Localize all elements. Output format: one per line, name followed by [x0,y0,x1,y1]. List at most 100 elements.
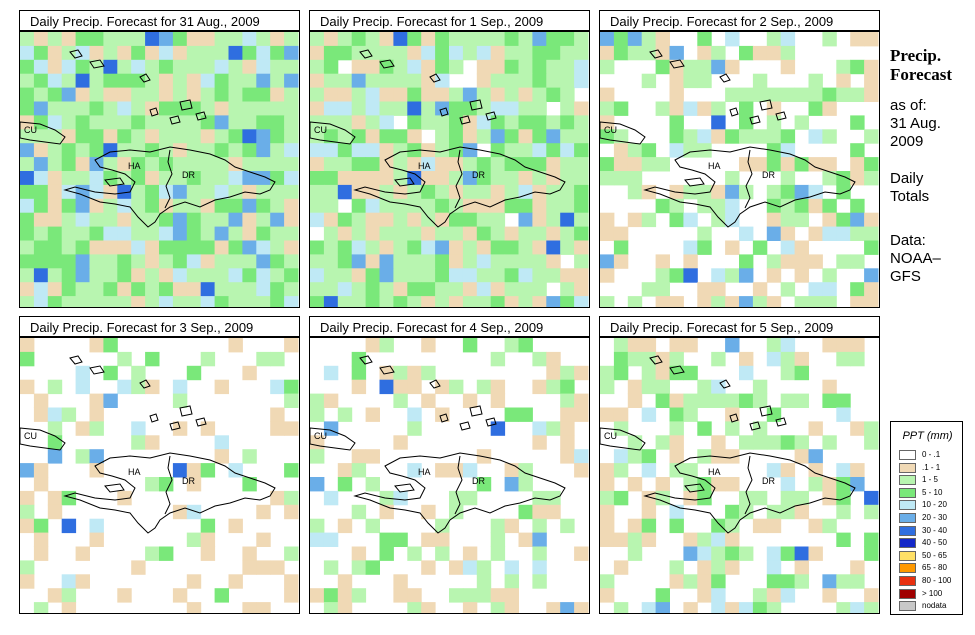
precip-cell [351,268,367,283]
precip-cell [560,393,575,408]
precip-cell [822,393,837,408]
precip-cell [33,212,49,228]
precip-cell [476,171,492,186]
precip-cell [61,518,77,534]
precip-cell [186,212,202,228]
precip-cell [256,198,271,214]
precip-cell [242,198,257,214]
precip-cell [462,338,478,353]
precip-cell [214,184,229,200]
precip-cell [117,73,132,89]
precip-cell [337,184,353,200]
precip-cell [200,101,216,116]
precip-cell [379,296,394,307]
precip-cell [284,115,299,130]
precip-cell [697,477,712,492]
island-outline [429,379,441,389]
precip-cell [574,184,589,200]
precip-cell [711,129,726,144]
precip-cell [752,490,768,506]
precip-cell [476,560,492,575]
precip-cell [560,101,575,116]
precip-cell [532,268,547,283]
precip-cell [600,504,615,520]
precip-cell [103,282,118,297]
precip-cell [20,254,35,269]
precip-cell [284,59,299,75]
panel-title: Daily Precip. Forecast for 31 Aug., 2009 [19,10,300,31]
precip-cell [284,490,299,506]
precip-cell [532,518,547,534]
haiti-label: HA [418,467,431,477]
precip-cell [864,157,879,172]
precip-cell [560,435,575,450]
precip-cell [697,421,712,436]
precip-cell [242,546,257,561]
precip-cell [560,198,575,214]
precip-cell [270,198,285,214]
precip-cell [172,32,188,47]
precip-cell [61,45,77,61]
precip-cell [421,282,436,297]
precip-cell [725,504,740,520]
island-outline [749,115,761,125]
precip-cell [186,463,202,478]
precip-cell [766,101,782,116]
precip-cell [822,588,837,603]
precip-cell [574,393,589,408]
daily-line1: Daily [890,170,924,187]
precip-cell [284,463,299,478]
precip-cell [669,560,684,575]
precip-cell [407,73,422,89]
precip-cell [627,32,643,47]
precip-cell [103,198,118,214]
precip-cell [20,240,35,255]
precip-cell [739,184,754,200]
precip-cell [270,143,285,158]
legend-label: 40 - 50 [922,538,947,548]
precip-cell [600,518,615,534]
precip-cell [421,212,436,228]
precip-cell [421,101,436,116]
precip-cell [47,268,63,283]
precip-cell [379,101,394,116]
precip-cell [337,226,353,241]
precip-cell [47,226,63,241]
cuba-label: CU [24,125,37,135]
precip-cell [228,198,243,214]
precip-cell [462,240,478,255]
precip-cell [200,45,216,61]
precip-cell [242,449,257,464]
precip-cell [490,143,506,158]
precip-cell [33,45,49,61]
precip-cell [462,546,478,561]
precip-cell [172,463,188,478]
precip-cell [20,157,35,172]
precip-cell [669,435,684,450]
precip-cell [75,129,90,144]
precip-cell [47,449,63,464]
precip-cell [214,226,229,241]
precip-cell [270,59,285,75]
precip-cell [228,157,243,172]
precip-cell [200,518,216,534]
precip-cell [159,87,174,102]
precip-cell [476,379,492,395]
precip-cell [47,171,63,186]
precip-cell [103,338,118,353]
precip-cell [214,296,229,307]
precip-cell [186,115,202,130]
precip-cell [546,198,561,214]
precip-cell [711,45,726,61]
precip-cell [683,602,698,613]
precip-cell [822,490,837,506]
precip-cell [256,282,271,297]
precip-cell [20,59,35,75]
precip-cell [574,129,589,144]
precip-cell [794,393,809,408]
precip-cell [600,32,615,47]
precip-cell [421,296,436,307]
precip-cell [323,490,339,506]
precip-cell [780,226,796,241]
precip-cell [600,532,615,547]
